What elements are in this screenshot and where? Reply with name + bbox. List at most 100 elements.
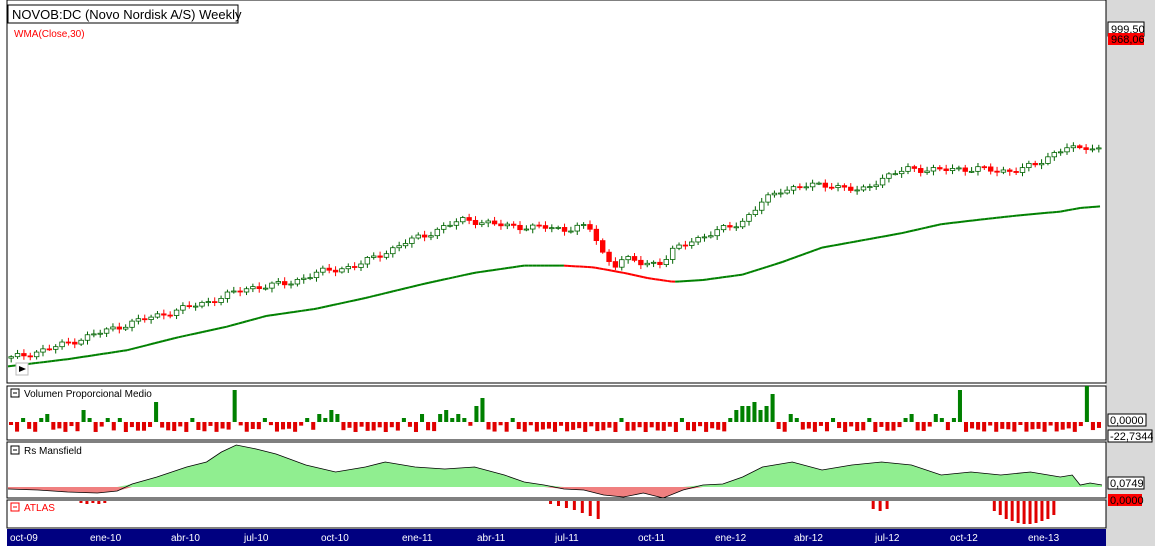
volume-bar bbox=[516, 422, 521, 430]
candle bbox=[994, 166, 1000, 177]
candle bbox=[517, 221, 523, 234]
volume-bar bbox=[885, 422, 890, 431]
volume-bar bbox=[377, 422, 382, 428]
wma-segment bbox=[162, 339, 168, 343]
wma-segment bbox=[817, 246, 823, 250]
wma-segment bbox=[381, 292, 386, 296]
volume-bar bbox=[982, 422, 987, 432]
candle bbox=[797, 183, 803, 191]
wma-segment bbox=[138, 345, 144, 349]
wma-segment bbox=[861, 238, 866, 242]
candle bbox=[460, 215, 466, 225]
wma-segment bbox=[297, 309, 302, 313]
wma-segment bbox=[734, 274, 739, 277]
wma-indicator-label: WMA(Close,30) bbox=[14, 29, 85, 40]
candle bbox=[746, 212, 752, 226]
wma-segment bbox=[436, 279, 442, 282]
wma-segment bbox=[897, 232, 902, 235]
wma-segment bbox=[762, 266, 767, 270]
wma-segment bbox=[615, 270, 620, 274]
candle bbox=[332, 266, 339, 277]
candle bbox=[867, 183, 873, 191]
wma-segment bbox=[452, 275, 457, 279]
atlas-bar bbox=[556, 501, 560, 506]
wma-segment bbox=[805, 250, 811, 255]
wma-segment bbox=[107, 351, 112, 355]
volume-bar bbox=[1042, 422, 1047, 432]
candle bbox=[154, 311, 161, 319]
candle bbox=[975, 163, 981, 176]
volume-bar bbox=[99, 422, 104, 427]
wma-segment bbox=[702, 278, 708, 281]
volume-bar bbox=[770, 394, 775, 422]
wma-segment bbox=[226, 324, 231, 328]
candle bbox=[434, 227, 441, 239]
volume-bar bbox=[256, 422, 261, 430]
volume-bar bbox=[160, 422, 165, 428]
volume-bar bbox=[619, 418, 624, 422]
atlas-collapse-icon[interactable] bbox=[10, 502, 20, 512]
wma-segment bbox=[388, 290, 394, 294]
volume-bar bbox=[758, 410, 763, 422]
volume-bar bbox=[679, 418, 684, 422]
volume-bar bbox=[202, 422, 207, 432]
atlas-bar bbox=[1040, 501, 1044, 521]
volume-collapse-icon[interactable] bbox=[10, 388, 20, 398]
volume-bar bbox=[450, 418, 455, 422]
volume-bar bbox=[782, 422, 787, 432]
candle bbox=[358, 260, 364, 272]
atlas-bar bbox=[588, 501, 592, 516]
volume-bar bbox=[559, 422, 564, 426]
candle bbox=[301, 274, 307, 284]
wma-segment bbox=[460, 273, 465, 277]
volume-bar bbox=[867, 418, 872, 422]
candle bbox=[873, 180, 879, 190]
candle bbox=[402, 239, 409, 249]
candle bbox=[1032, 160, 1038, 168]
play-icon[interactable] bbox=[15, 362, 29, 376]
mansfield-value: 0,0749 bbox=[1107, 476, 1145, 490]
wma-segment bbox=[198, 331, 203, 334]
candle bbox=[371, 252, 377, 260]
volume-bar bbox=[843, 422, 848, 432]
candle bbox=[657, 258, 663, 269]
wma-segment bbox=[865, 237, 870, 241]
wma-segment bbox=[845, 241, 851, 245]
wma-segment bbox=[206, 329, 211, 333]
x-axis-label: oct-11 bbox=[638, 533, 665, 544]
wma-segment bbox=[504, 266, 509, 270]
volume-bar bbox=[704, 422, 709, 432]
wma-segment bbox=[190, 332, 195, 336]
wma-segment bbox=[150, 342, 156, 346]
wma-segment bbox=[480, 270, 485, 273]
volume-bar bbox=[1096, 422, 1101, 428]
candle bbox=[14, 349, 21, 359]
wma-segment bbox=[408, 285, 414, 289]
wma-segment bbox=[281, 312, 287, 315]
candle bbox=[924, 166, 930, 175]
wma-segment bbox=[905, 230, 910, 234]
wma-segment bbox=[746, 271, 751, 275]
wma-segment bbox=[214, 327, 219, 331]
wma-segment bbox=[1064, 209, 1069, 212]
wma-segment bbox=[83, 355, 88, 358]
volume-bar bbox=[710, 422, 715, 429]
wma-segment bbox=[750, 269, 755, 274]
candle bbox=[778, 188, 784, 198]
wma-segment bbox=[488, 269, 493, 272]
volume-bar bbox=[788, 414, 793, 422]
candle bbox=[212, 297, 218, 307]
wma-segment bbox=[321, 305, 326, 309]
volume-bar bbox=[933, 414, 938, 422]
wma-segment bbox=[301, 309, 306, 312]
candle bbox=[949, 164, 956, 175]
candle bbox=[339, 266, 345, 274]
volume-bar bbox=[93, 422, 98, 432]
mansfield-collapse-icon[interactable] bbox=[10, 445, 20, 455]
wma-segment bbox=[520, 264, 525, 268]
volume-bar bbox=[534, 422, 539, 432]
right-scale-strip bbox=[1106, 0, 1155, 546]
wma-segment bbox=[718, 276, 723, 279]
candle bbox=[218, 295, 224, 306]
candle bbox=[231, 286, 237, 294]
